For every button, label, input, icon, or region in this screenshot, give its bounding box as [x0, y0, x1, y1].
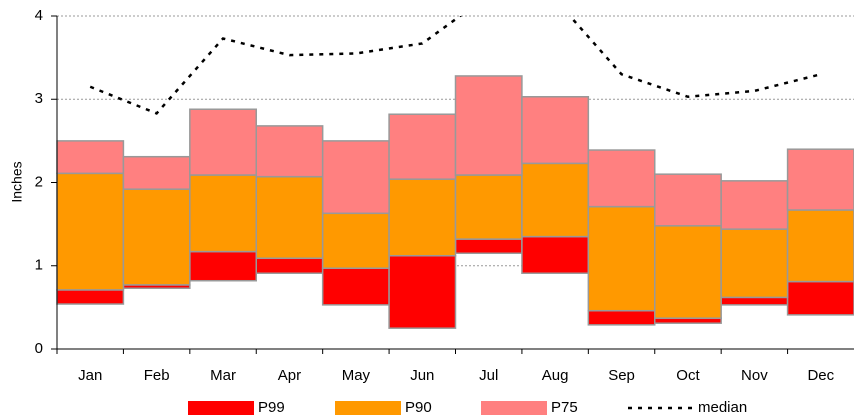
bar-segment: [388, 113, 457, 180]
bar-segment: [454, 238, 523, 255]
bar-segment: [521, 96, 590, 165]
bar-segment: [255, 257, 324, 274]
bar-segment: [587, 205, 656, 312]
x-tick-label: Sep: [608, 367, 635, 384]
bar-segment: [321, 212, 390, 269]
bar-segment: [321, 267, 390, 306]
y-tick-label: 2: [35, 173, 43, 190]
x-tick-label: Jan: [78, 367, 102, 384]
y-tick-label: 3: [35, 90, 43, 107]
bar-segment: [654, 225, 722, 319]
legend-label: P90: [405, 399, 432, 416]
x-tick-label: Feb: [144, 367, 170, 384]
bar-segment: [255, 125, 324, 178]
bar-segment: [454, 174, 523, 240]
x-tick-label: Jun: [410, 367, 434, 384]
bar-segment: [388, 255, 457, 329]
bar-segment: [587, 309, 656, 326]
bar-segment: [521, 235, 590, 274]
bar-segment: [786, 209, 854, 283]
bar-segment: [786, 280, 854, 316]
x-tick-label: Aug: [542, 367, 569, 384]
x-tick-label: Jul: [479, 367, 498, 384]
median-line: [89, 16, 822, 115]
bar-segment: [786, 148, 854, 211]
bar-segment: [521, 162, 590, 238]
bar-segment: [321, 140, 390, 215]
x-tick-label: Dec: [807, 367, 834, 384]
bar-segment: [56, 140, 125, 175]
x-tick-label: Apr: [278, 367, 301, 384]
y-tick-label: 0: [35, 340, 43, 357]
bar-segment: [189, 174, 257, 253]
legend-label: median: [698, 399, 747, 416]
bar-segment: [189, 250, 257, 282]
x-tick-label: Mar: [210, 367, 236, 384]
y-tick-label: 4: [35, 7, 43, 24]
y-tick-label: 1: [35, 257, 43, 274]
bar-segment: [720, 296, 789, 306]
bar-segment: [122, 155, 191, 190]
legend-swatch: [188, 401, 254, 415]
bar-segment: [189, 108, 257, 176]
bar-segment: [56, 172, 125, 291]
y-axis-label: Inches: [9, 161, 25, 202]
x-tick-label: Nov: [741, 367, 768, 384]
legend-label: P99: [258, 399, 285, 416]
bar-segment: [255, 175, 324, 260]
bar-segment: [587, 149, 656, 208]
bar-segment: [454, 75, 523, 176]
legend-swatch: [481, 401, 547, 415]
legend-swatch: [335, 401, 401, 415]
x-tick-label: May: [342, 367, 371, 384]
legend-label: P75: [551, 399, 578, 416]
bar-segment: [654, 173, 722, 227]
bar-segment: [56, 289, 125, 305]
bar-segment: [720, 180, 789, 230]
x-tick-label: Oct: [676, 367, 700, 384]
bar-segment: [388, 178, 457, 257]
bar-segment: [720, 228, 789, 299]
bar-segment: [122, 188, 191, 286]
